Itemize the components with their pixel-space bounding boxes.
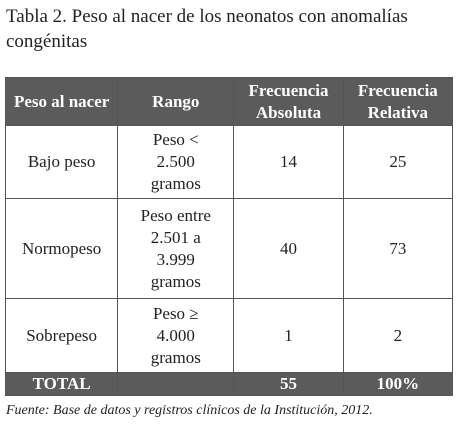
source-note: Fuente: Base de datos y registros clínic… [6, 403, 373, 418]
table-cell: 25 [342, 125, 454, 199]
header-cell: Frecuencia Relativa [342, 77, 454, 126]
table-cell: Normopeso [4, 198, 119, 299]
total-label: TOTAL [4, 372, 119, 396]
table-cell: Peso ≥ 4.000 gramos [117, 298, 235, 373]
table-row: Bajo peso Peso < 2.500 gramos 14 25 [4, 125, 454, 199]
table-row: Sobrepeso Peso ≥ 4.000 gramos 1 2 [4, 298, 454, 373]
header-cell: Peso al nacer [4, 77, 119, 126]
table-body: Bajo peso Peso < 2.500 gramos 14 25 Normopes… [4, 125, 454, 396]
total-row: TOTAL 55 100% [4, 372, 454, 396]
header-cell: Rango [117, 77, 235, 126]
table-cell: Sobrepeso [4, 298, 119, 373]
table-cell: 73 [342, 198, 454, 299]
header-cell: Frecuencia Absoluta [233, 77, 344, 126]
table-cell: 40 [233, 198, 344, 299]
table-cell [117, 372, 235, 396]
table-cell: 2 [342, 298, 454, 373]
table-title: Tabla 2. Peso al nacer de los neonatos c… [6, 6, 408, 52]
total-cell: 55 [233, 372, 344, 396]
table-cell: Peso entre 2.501 a 3.999 gramos [117, 198, 235, 299]
total-cell: 100% [342, 372, 454, 396]
table-cell: Bajo peso [4, 125, 119, 199]
data-table: Peso al nacer Rango Frecuencia Absoluta … [4, 77, 454, 396]
table-cell: Peso < 2.500 gramos [117, 125, 235, 199]
table-cell: 1 [233, 298, 344, 373]
table-cell: 14 [233, 125, 344, 199]
table-row: Normopeso Peso entre 2.501 a 3.999 gramos… [4, 198, 454, 299]
header-row: Peso al nacer Rango Frecuencia Absoluta … [4, 77, 454, 126]
